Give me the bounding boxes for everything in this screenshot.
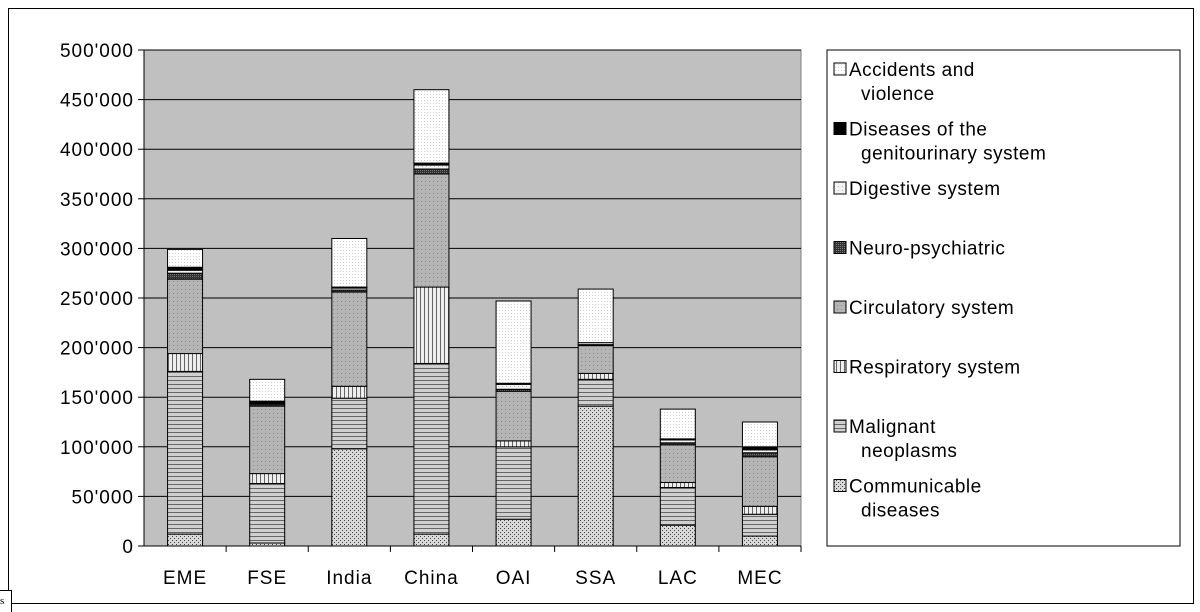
y-tick-label: 150'000	[60, 388, 134, 409]
legend: Accidents and violence Diseases of the geni…	[826, 49, 1181, 547]
bar-segment-ssa-fine	[577, 288, 614, 344]
legend-swatch	[833, 122, 847, 135]
bar-segment-fse-gray	[249, 405, 286, 475]
bar-segment-ssa-vlines	[577, 372, 614, 380]
bar-segment-eme-dots	[167, 533, 204, 547]
bar-segment-fse-vlines	[249, 473, 286, 485]
bar-segment-fse-hlines	[249, 483, 286, 544]
bar-segment-mec-fine	[741, 421, 778, 448]
bar-segment-china-dots	[413, 533, 450, 547]
x-tick-label: China	[404, 568, 459, 589]
bar-segment-eme-dark	[167, 272, 204, 280]
y-tick-label: 300'000	[60, 239, 134, 260]
x-tick-label: LAC	[658, 568, 698, 589]
bar-segment-india-hlines	[331, 397, 368, 450]
y-tick-label: 0	[122, 537, 134, 558]
y-tick-label: 500'000	[60, 41, 134, 62]
y-tick-label: 450'000	[60, 91, 134, 112]
bar-segment-china-hlines	[413, 362, 450, 535]
legend-label: Communicable	[849, 477, 982, 498]
x-axis-ticks: EME FSE India China OAI SSA LAC MEC	[163, 546, 802, 589]
bar-segment-mec-hlines	[741, 513, 778, 537]
legend-swatch	[833, 479, 847, 492]
bar-segment-eme-fine	[167, 248, 204, 268]
chart-frame	[8, 8, 1194, 604]
bar-segment-lac-fine	[659, 408, 696, 440]
bar-segment-fse-fine	[249, 378, 286, 402]
bar-segment-ssa-gray	[577, 345, 614, 374]
y-tick-label: 100'000	[60, 438, 134, 459]
legend-label: diseases	[861, 501, 940, 522]
bar-segment-china-dark	[413, 168, 450, 175]
bar-segment-eme-gray	[167, 278, 204, 355]
bar-segment-mec-vlines	[741, 505, 778, 515]
corner-fragment-text: s	[0, 590, 12, 612]
x-tick-label: MEC	[737, 568, 782, 589]
bar-segment-ssa-hlines	[577, 378, 614, 407]
bar-segment-lac-vlines	[659, 482, 696, 488]
legend-box	[826, 49, 1181, 547]
gridlines	[144, 49, 801, 497]
x-tick-label: EME	[163, 568, 207, 589]
bar-segment-india-vlines	[331, 385, 368, 399]
bar-segment-china-light	[413, 164, 450, 170]
legend-label: Circulatory system	[849, 298, 1014, 319]
legend-label: Accidents and	[849, 60, 975, 81]
legend-label: Respiratory system	[849, 358, 1021, 379]
bar-segment-oai-fine	[495, 300, 532, 384]
bar-segment-oai-vlines	[495, 440, 532, 448]
legend-label: Diseases of the	[849, 120, 987, 141]
legend-label: neoplasms	[861, 441, 957, 462]
bars	[167, 89, 778, 547]
bar-segment-eme-vlines	[167, 353, 204, 372]
x-tick-label: SSA	[575, 568, 616, 589]
legend-label: genitourinary system	[861, 144, 1046, 165]
bar-segment-india-gray	[331, 291, 368, 387]
y-tick-label: 250'000	[60, 289, 134, 310]
x-tick-label: India	[326, 568, 372, 589]
y-tick-label: 200'000	[60, 339, 134, 360]
y-tick-label: 400'000	[60, 140, 134, 161]
x-tick-label: OAI	[496, 568, 532, 589]
legend-swatch	[833, 419, 847, 433]
bar-segment-oai-light	[495, 383, 532, 390]
x-tick-label: FSE	[247, 568, 287, 589]
y-axis-ticks: 0 50'000 100'000 150'000 200'000 250'000 300'0…	[60, 41, 144, 558]
y-tick-label: 50'000	[72, 487, 134, 508]
bar-segment-lac-gray	[659, 444, 696, 484]
legend-swatch	[833, 360, 847, 373]
bar-segment-lac-hlines	[659, 486, 696, 526]
y-tick-label: 350'000	[60, 190, 134, 211]
bar-segment-china-vlines	[413, 286, 450, 364]
bar-segment-oai-gray	[495, 390, 532, 442]
legend-swatch	[833, 300, 847, 314]
bar-segment-india-fine	[331, 237, 368, 288]
legend-swatch	[833, 181, 847, 195]
legend-label: violence	[861, 84, 935, 105]
bar-segment-china-fine	[413, 89, 450, 164]
bar-segment-lac-dots	[659, 524, 696, 547]
bar-segment-india-dots	[331, 448, 368, 547]
legend-label: Digestive system	[849, 179, 1001, 200]
bar-segment-eme-hlines	[167, 370, 204, 535]
legend-swatch	[833, 62, 847, 76]
bar-segment-mec-gray	[741, 456, 778, 507]
bar-segment-mec-dark	[741, 452, 778, 458]
bar-segment-mec-dots	[741, 535, 778, 547]
legend-swatch	[833, 241, 847, 254]
bar-segment-oai-dots	[495, 518, 532, 547]
bar-segment-china-gray	[413, 173, 450, 288]
bar-segment-ssa-dots	[577, 405, 614, 547]
legend-label: Malignant	[849, 417, 936, 438]
bar-segment-oai-hlines	[495, 446, 532, 520]
legend-label: Neuro-psychiatric	[849, 239, 1005, 260]
